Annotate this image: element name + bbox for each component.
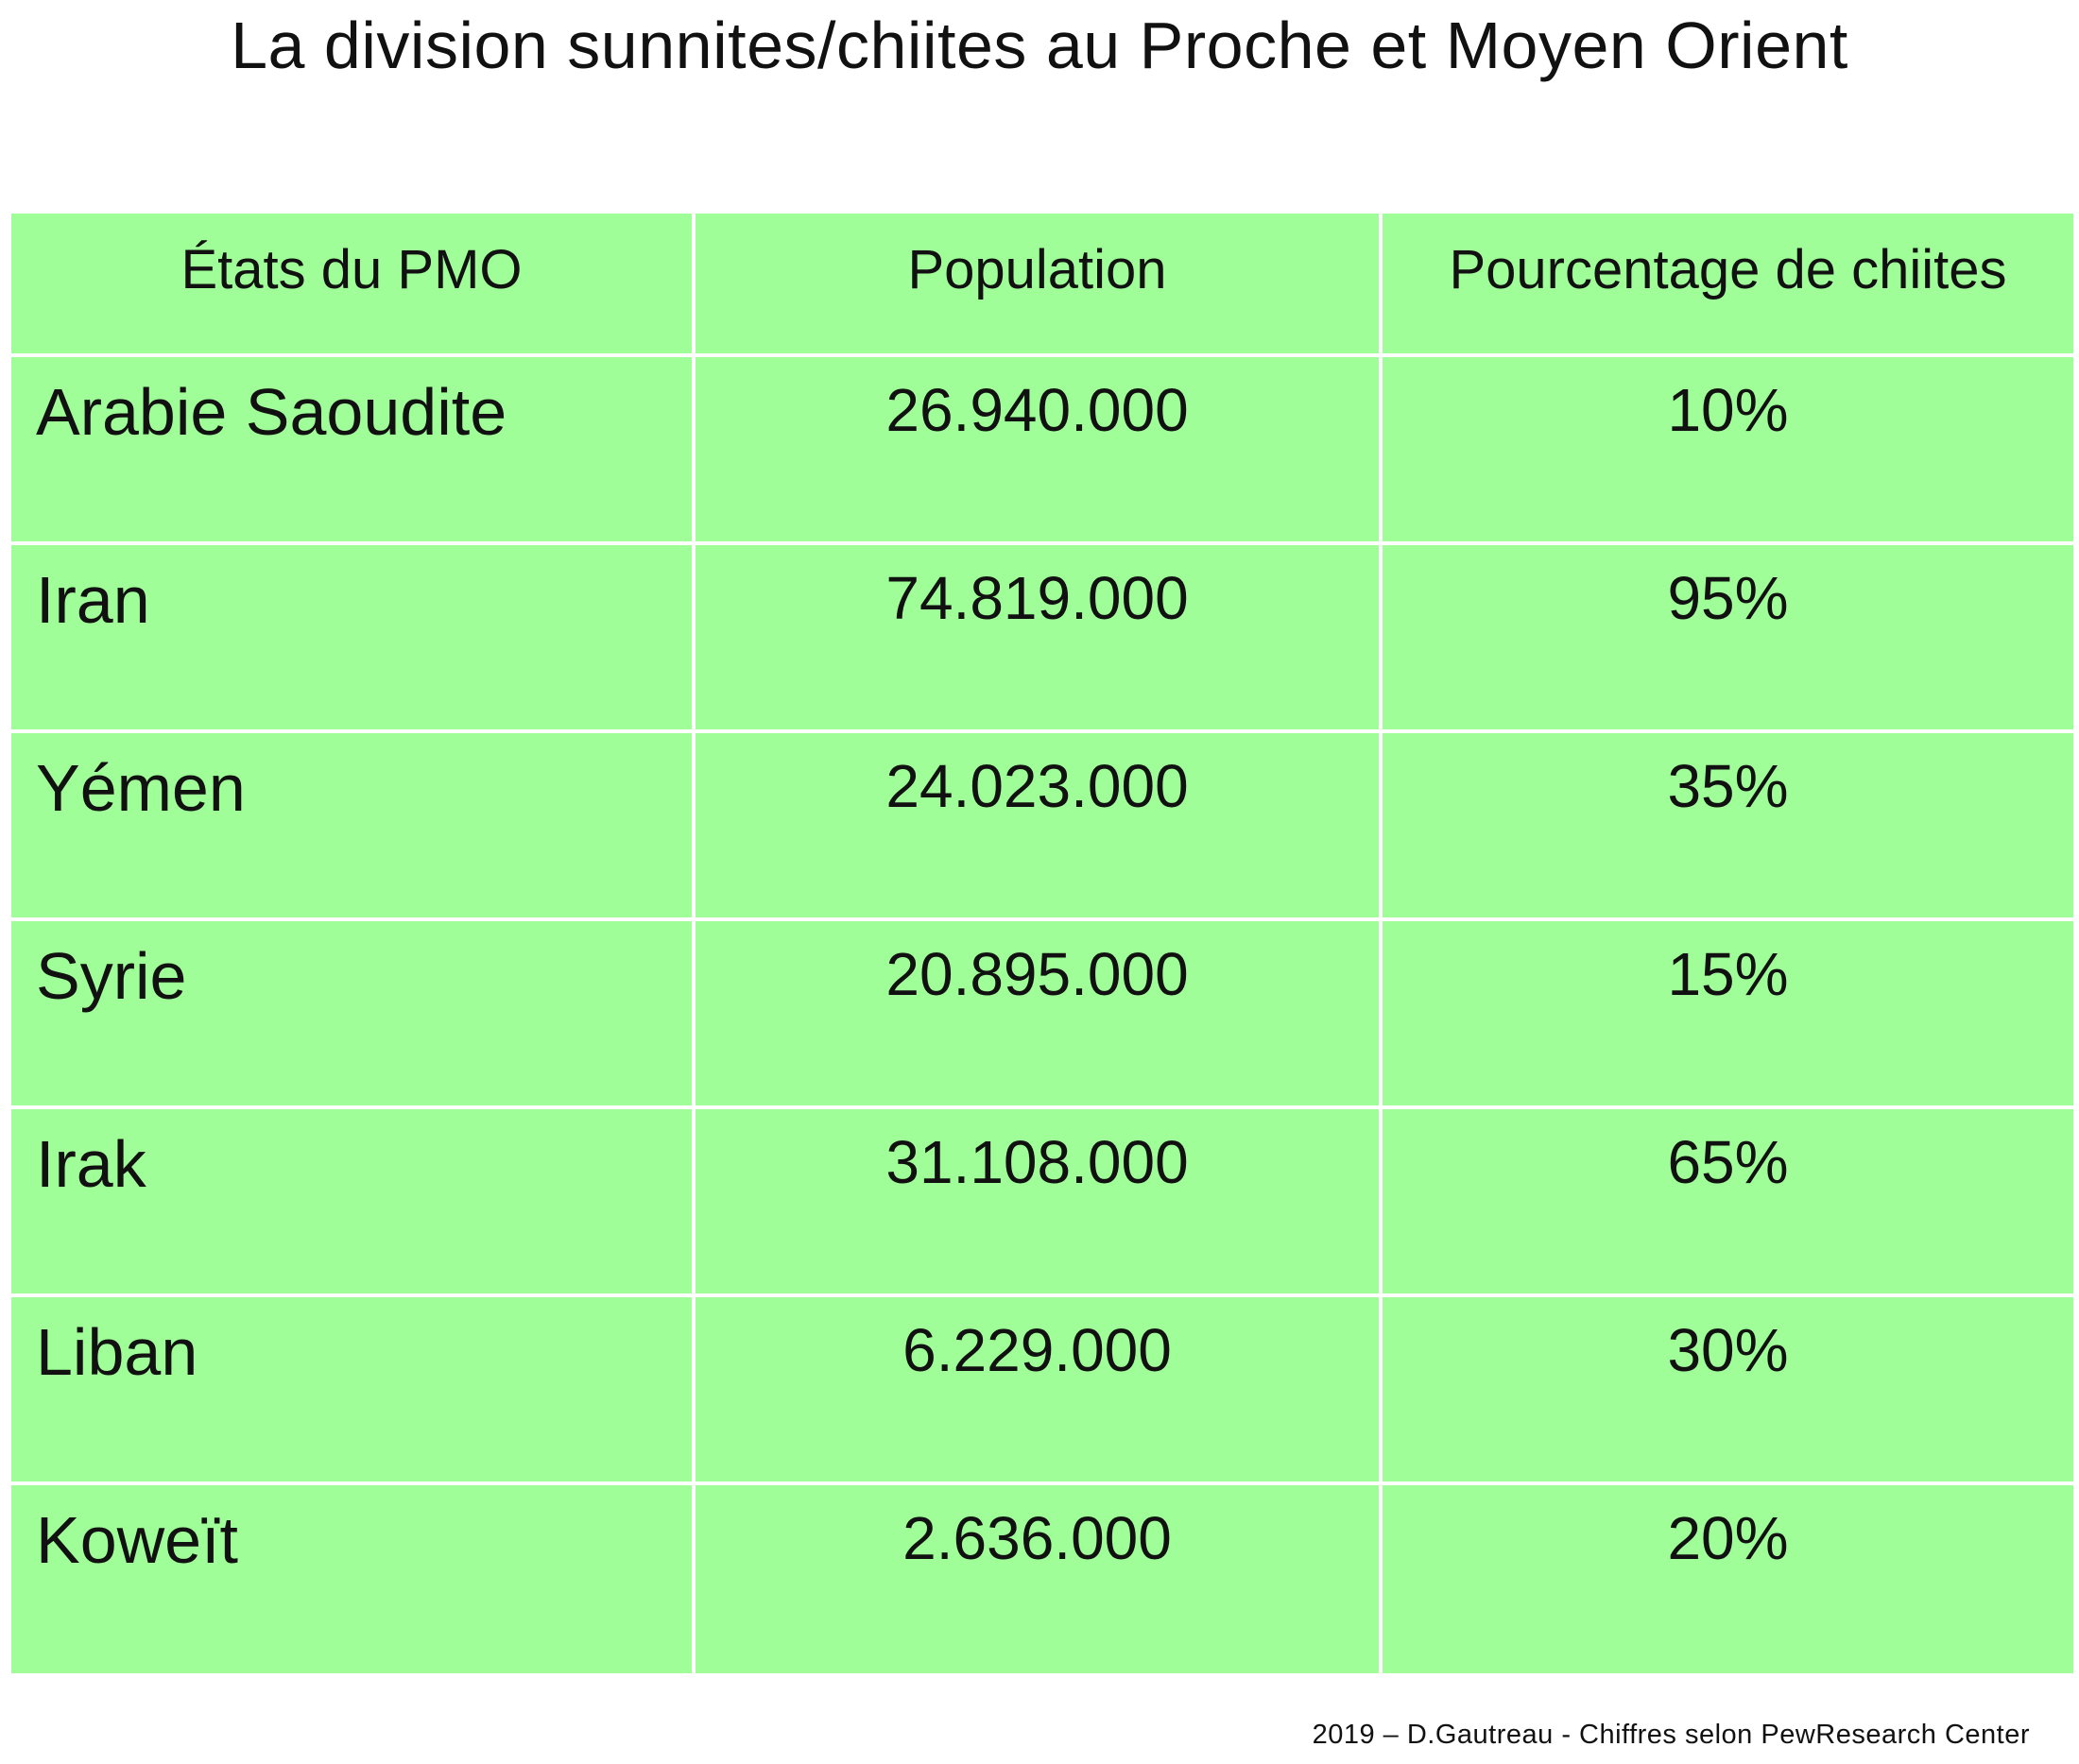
table-cell-percent: 15% [1383, 921, 2073, 1109]
table-cell-percent: 10% [1383, 357, 2073, 545]
table-cell-population: 74.819.000 [696, 545, 1383, 733]
table-cell-population: 24.023.000 [696, 733, 1383, 921]
table-cell-state: Irak [11, 1109, 696, 1297]
table-cell-state: Liban [11, 1297, 696, 1485]
header-states: États du PMO [11, 214, 696, 357]
data-table: États du PMO Population Pourcentage de c… [11, 214, 2073, 1678]
table-cell-population: 20.895.000 [696, 921, 1383, 1109]
header-percent-shia: Pourcentage de chiites [1383, 214, 2073, 357]
source-credit: 2019 – D.Gautreau - Chiffres selon PewRe… [1312, 1720, 2030, 1750]
table-cell-percent: 35% [1383, 733, 2073, 921]
table-cell-state: Iran [11, 545, 696, 733]
header-population: Population [696, 214, 1383, 357]
table-cell-percent: 95% [1383, 545, 2073, 733]
table-cell-state: Syrie [11, 921, 696, 1109]
table-cell-population: 2.636.000 [696, 1485, 1383, 1673]
table-cell-state: Koweït [11, 1485, 696, 1673]
table-cell-population: 26.940.000 [696, 357, 1383, 545]
table-cell-percent: 20% [1383, 1485, 2073, 1673]
table-cell-percent: 65% [1383, 1109, 2073, 1297]
table-cell-percent: 30% [1383, 1297, 2073, 1485]
page-title: La division sunnites/chiites au Proche e… [231, 9, 1848, 82]
table-cell-state: Arabie Saoudite [11, 357, 696, 545]
table-cell-population: 31.108.000 [696, 1109, 1383, 1297]
table-cell-population: 6.229.000 [696, 1297, 1383, 1485]
table-cell-state: Yémen [11, 733, 696, 921]
